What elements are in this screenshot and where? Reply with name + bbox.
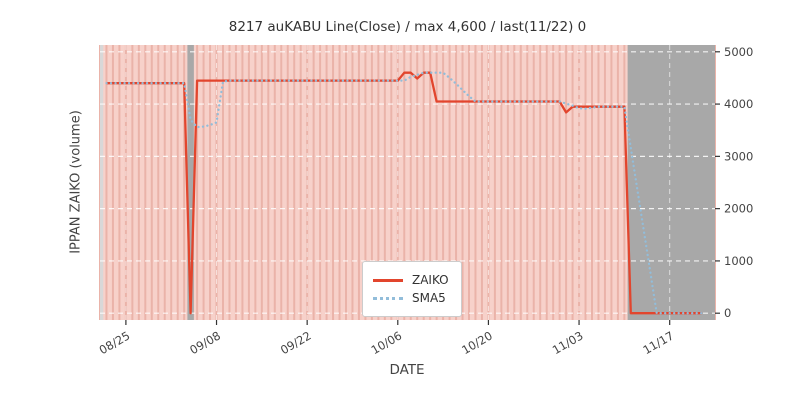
shading-band: [100, 45, 104, 320]
x-axis-label: DATE: [389, 362, 425, 378]
series-line-zaiko: [106, 71, 703, 315]
y-tick-label: 3000: [724, 149, 753, 163]
legend-item-sma5: SMA5: [373, 291, 449, 305]
x-tick-label: 11/03: [550, 328, 586, 357]
legend-item-zaiko: ZAIKO: [373, 273, 449, 287]
x-tick-label: 11/17: [640, 328, 676, 357]
y-tick-label: 1000: [724, 254, 753, 268]
series-line-sma5: [105, 71, 704, 315]
zaiko-line-sample: [373, 278, 403, 282]
y-tick-label: 5000: [724, 45, 753, 59]
legend-label-sma5: SMA5: [412, 291, 446, 305]
x-tick-label: 10/20: [459, 328, 495, 357]
y-axis-label: IPPAN ZAIKO (volume): [68, 110, 84, 254]
chart-title: 8217 auKABU Line(Close) / max 4,600 / la…: [228, 19, 587, 35]
shading-band: [627, 45, 715, 320]
gridlines: [100, 45, 715, 320]
legend-label-zaiko: ZAIKO: [412, 273, 449, 287]
x-tick-label: 10/06: [369, 328, 405, 357]
x-tick-label: 09/22: [278, 328, 314, 357]
x-tick-label: 09/08: [187, 328, 223, 357]
y-tick-label: 0: [724, 306, 731, 320]
legend: ZAIKO SMA5: [362, 261, 462, 317]
sma5-line-sample: [373, 296, 403, 300]
y-tick-label: 4000: [724, 97, 753, 111]
day-stripes: [99, 45, 716, 320]
y-tick-label: 2000: [724, 202, 753, 216]
shading-band: [187, 45, 194, 320]
x-tick-label: 08/25: [97, 328, 133, 357]
